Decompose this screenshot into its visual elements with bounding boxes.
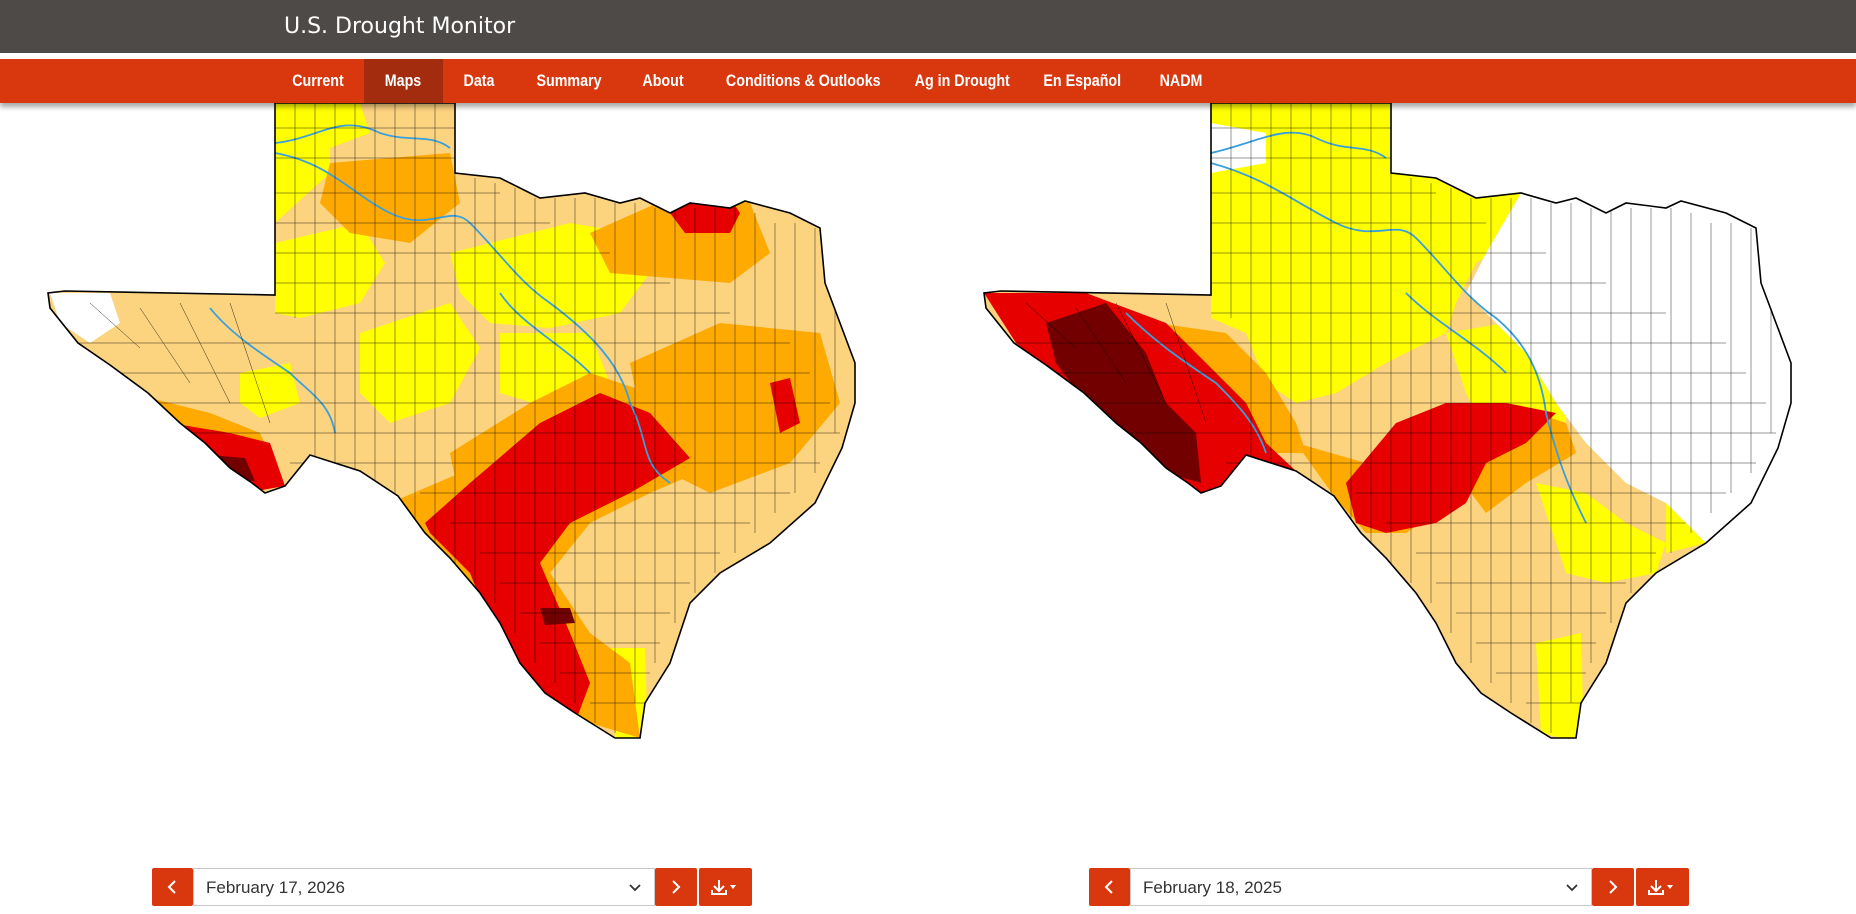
county-lines [1006,103,1776,733]
main-nav: Current Maps Data Summary About Conditio… [0,59,1856,103]
date-control-right: February 18, 2025 [1089,868,1689,906]
download-dropdown-button[interactable] [699,868,752,906]
nav-item-current[interactable]: Current [292,71,344,90]
site-title[interactable]: U.S. Drought Monitor [284,14,516,39]
nav-item-nadm[interactable]: NADM [1159,71,1203,90]
county-lines [70,103,840,733]
nav-item-maps[interactable]: Maps [384,71,422,90]
chevron-right-icon [672,880,681,894]
prev-date-button[interactable] [1089,868,1130,906]
date-select[interactable]: February 18, 2025 [1130,868,1592,906]
chevron-left-icon [1104,880,1113,894]
next-date-button[interactable] [1592,868,1634,906]
texas-outline [983,103,1792,739]
download-dropdown-button[interactable] [1636,868,1689,906]
texas-outline [47,103,856,739]
drought-map-texas-right [983,103,1792,739]
nav-item-conditions-outlooks[interactable]: Conditions & Outlooks [725,71,881,90]
prev-date-button[interactable] [152,868,193,906]
nav-item-en-espanol[interactable]: En Español [1043,71,1122,90]
nav-item-about[interactable]: About [642,71,684,90]
nav-item-data[interactable]: Data [463,71,495,90]
rivers [1125,131,1587,524]
date-select[interactable]: February 17, 2026 [193,868,655,906]
chevron-left-icon [167,880,176,894]
chevron-down-icon [629,884,641,892]
date-select-value: February 17, 2026 [206,878,345,897]
nav-item-summary[interactable]: Summary [536,71,602,90]
chevron-right-icon [1609,880,1618,894]
nav-active-indicator [364,59,443,103]
chevron-down-icon [1566,884,1578,892]
date-control-left: February 17, 2026 [152,868,752,906]
drought-map-texas-left [47,103,856,739]
download-icon [1648,880,1673,895]
nav-item-ag-in-drought[interactable]: Ag in Drought [914,71,1010,90]
next-date-button[interactable] [655,868,697,906]
site-header: U.S. Drought Monitor [0,0,1856,56]
download-icon [711,880,736,895]
date-select-value: February 18, 2025 [1143,878,1282,897]
